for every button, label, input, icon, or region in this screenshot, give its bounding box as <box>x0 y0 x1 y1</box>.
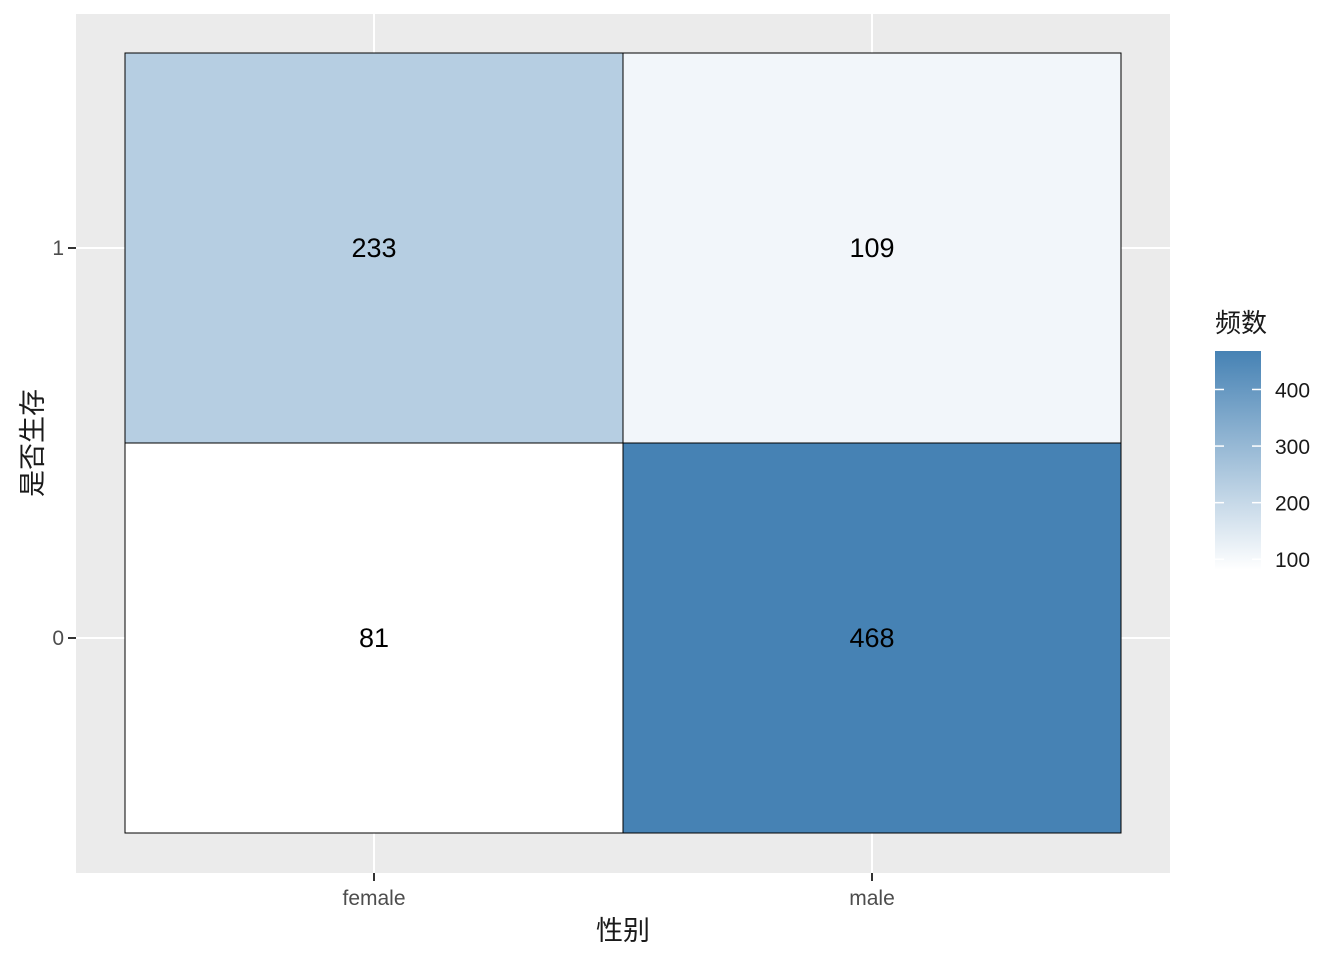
cell-value-label: 109 <box>849 233 894 263</box>
y-axis: 01 <box>52 237 76 650</box>
color-legend: 频数 100 200 300 400 <box>1215 309 1310 572</box>
legend-title: 频数 <box>1215 309 1267 339</box>
y-axis-title: 是否生存 <box>18 389 49 497</box>
heatmap-cell-female-0 <box>124 442 624 834</box>
x-axis: female male <box>342 873 895 910</box>
legend-tick-label: 100 <box>1275 549 1310 572</box>
heatmap-cell-male-1 <box>622 52 1122 444</box>
cell-value-label: 468 <box>849 623 894 653</box>
cell-labels: 233 109 81 468 <box>351 233 894 653</box>
heatmap-cell-male-0 <box>622 442 1122 834</box>
heatmap-cells <box>124 52 1122 834</box>
legend-tick-label: 300 <box>1275 436 1310 459</box>
y-tick-label: 0 <box>52 627 64 650</box>
legend-tick-label: 400 <box>1275 379 1310 402</box>
legend-tick-label: 200 <box>1275 493 1310 516</box>
legend-ticks: 100 200 300 400 <box>1215 379 1310 572</box>
x-tick-label: female <box>342 887 405 910</box>
legend-colorbar <box>1215 351 1261 570</box>
x-tick-label: male <box>849 887 895 910</box>
cell-value-label: 81 <box>359 623 389 653</box>
x-axis-title: 性别 <box>596 916 650 947</box>
cell-value-label: 233 <box>351 233 396 263</box>
y-tick-label: 1 <box>52 237 64 260</box>
